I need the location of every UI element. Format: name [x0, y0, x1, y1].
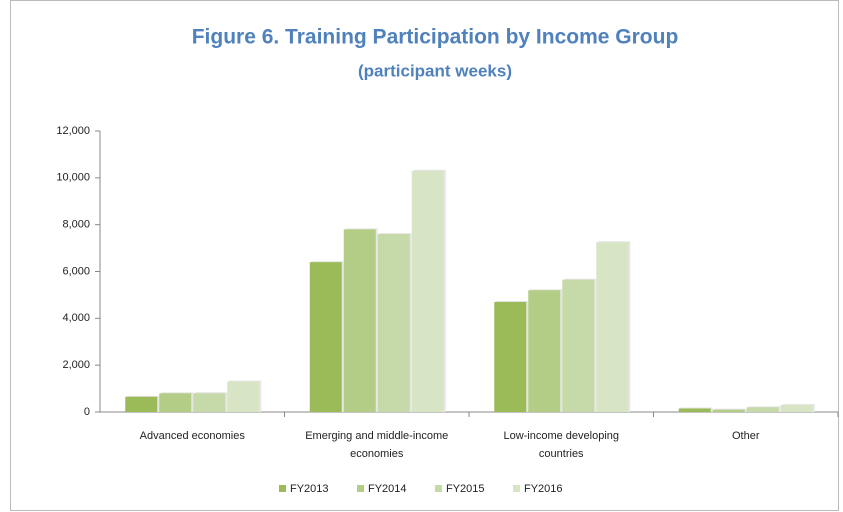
bar: [494, 301, 527, 412]
y-tick-label: 8,000: [62, 219, 90, 231]
y-tick-label: 10,000: [56, 172, 90, 184]
y-tick-label: 6,000: [62, 265, 90, 277]
x-tick-label: Low-income developing countries: [503, 430, 619, 460]
bar: [746, 407, 779, 412]
bar: [377, 234, 410, 412]
bar: [125, 396, 158, 412]
bar: [712, 409, 745, 412]
bar: [562, 279, 595, 412]
bar: [159, 393, 192, 412]
bar: [411, 170, 444, 412]
legend-label: FY2015: [446, 483, 485, 495]
x-tick-label: Other: [732, 430, 760, 442]
x-tick-label: Emerging and middle-income economies: [305, 430, 448, 460]
bar: [528, 290, 561, 412]
legend-label: FY2016: [524, 483, 563, 495]
bar: [343, 229, 376, 412]
chart-subtitle: (participant weeks): [358, 61, 512, 80]
y-tick-label: 4,000: [62, 312, 90, 324]
bar: [678, 408, 711, 412]
legend-label: FY2013: [290, 483, 329, 495]
legend-swatch: [513, 485, 520, 492]
legend-swatch: [279, 485, 286, 492]
bar: [309, 262, 342, 412]
y-tick-label: 12,000: [56, 125, 90, 137]
legend-label: FY2014: [368, 483, 407, 495]
bar: [227, 381, 260, 412]
x-tick-label: Advanced economies: [140, 430, 246, 442]
chart-title: Figure 6. Training Participation by Inco…: [192, 26, 679, 49]
legend-swatch: [357, 485, 364, 492]
bar: [596, 242, 629, 412]
bar: [193, 393, 226, 412]
legend-swatch: [435, 485, 442, 492]
y-tick-label: 2,000: [62, 359, 90, 371]
bar: [780, 404, 813, 412]
y-tick-label: 0: [84, 406, 90, 418]
